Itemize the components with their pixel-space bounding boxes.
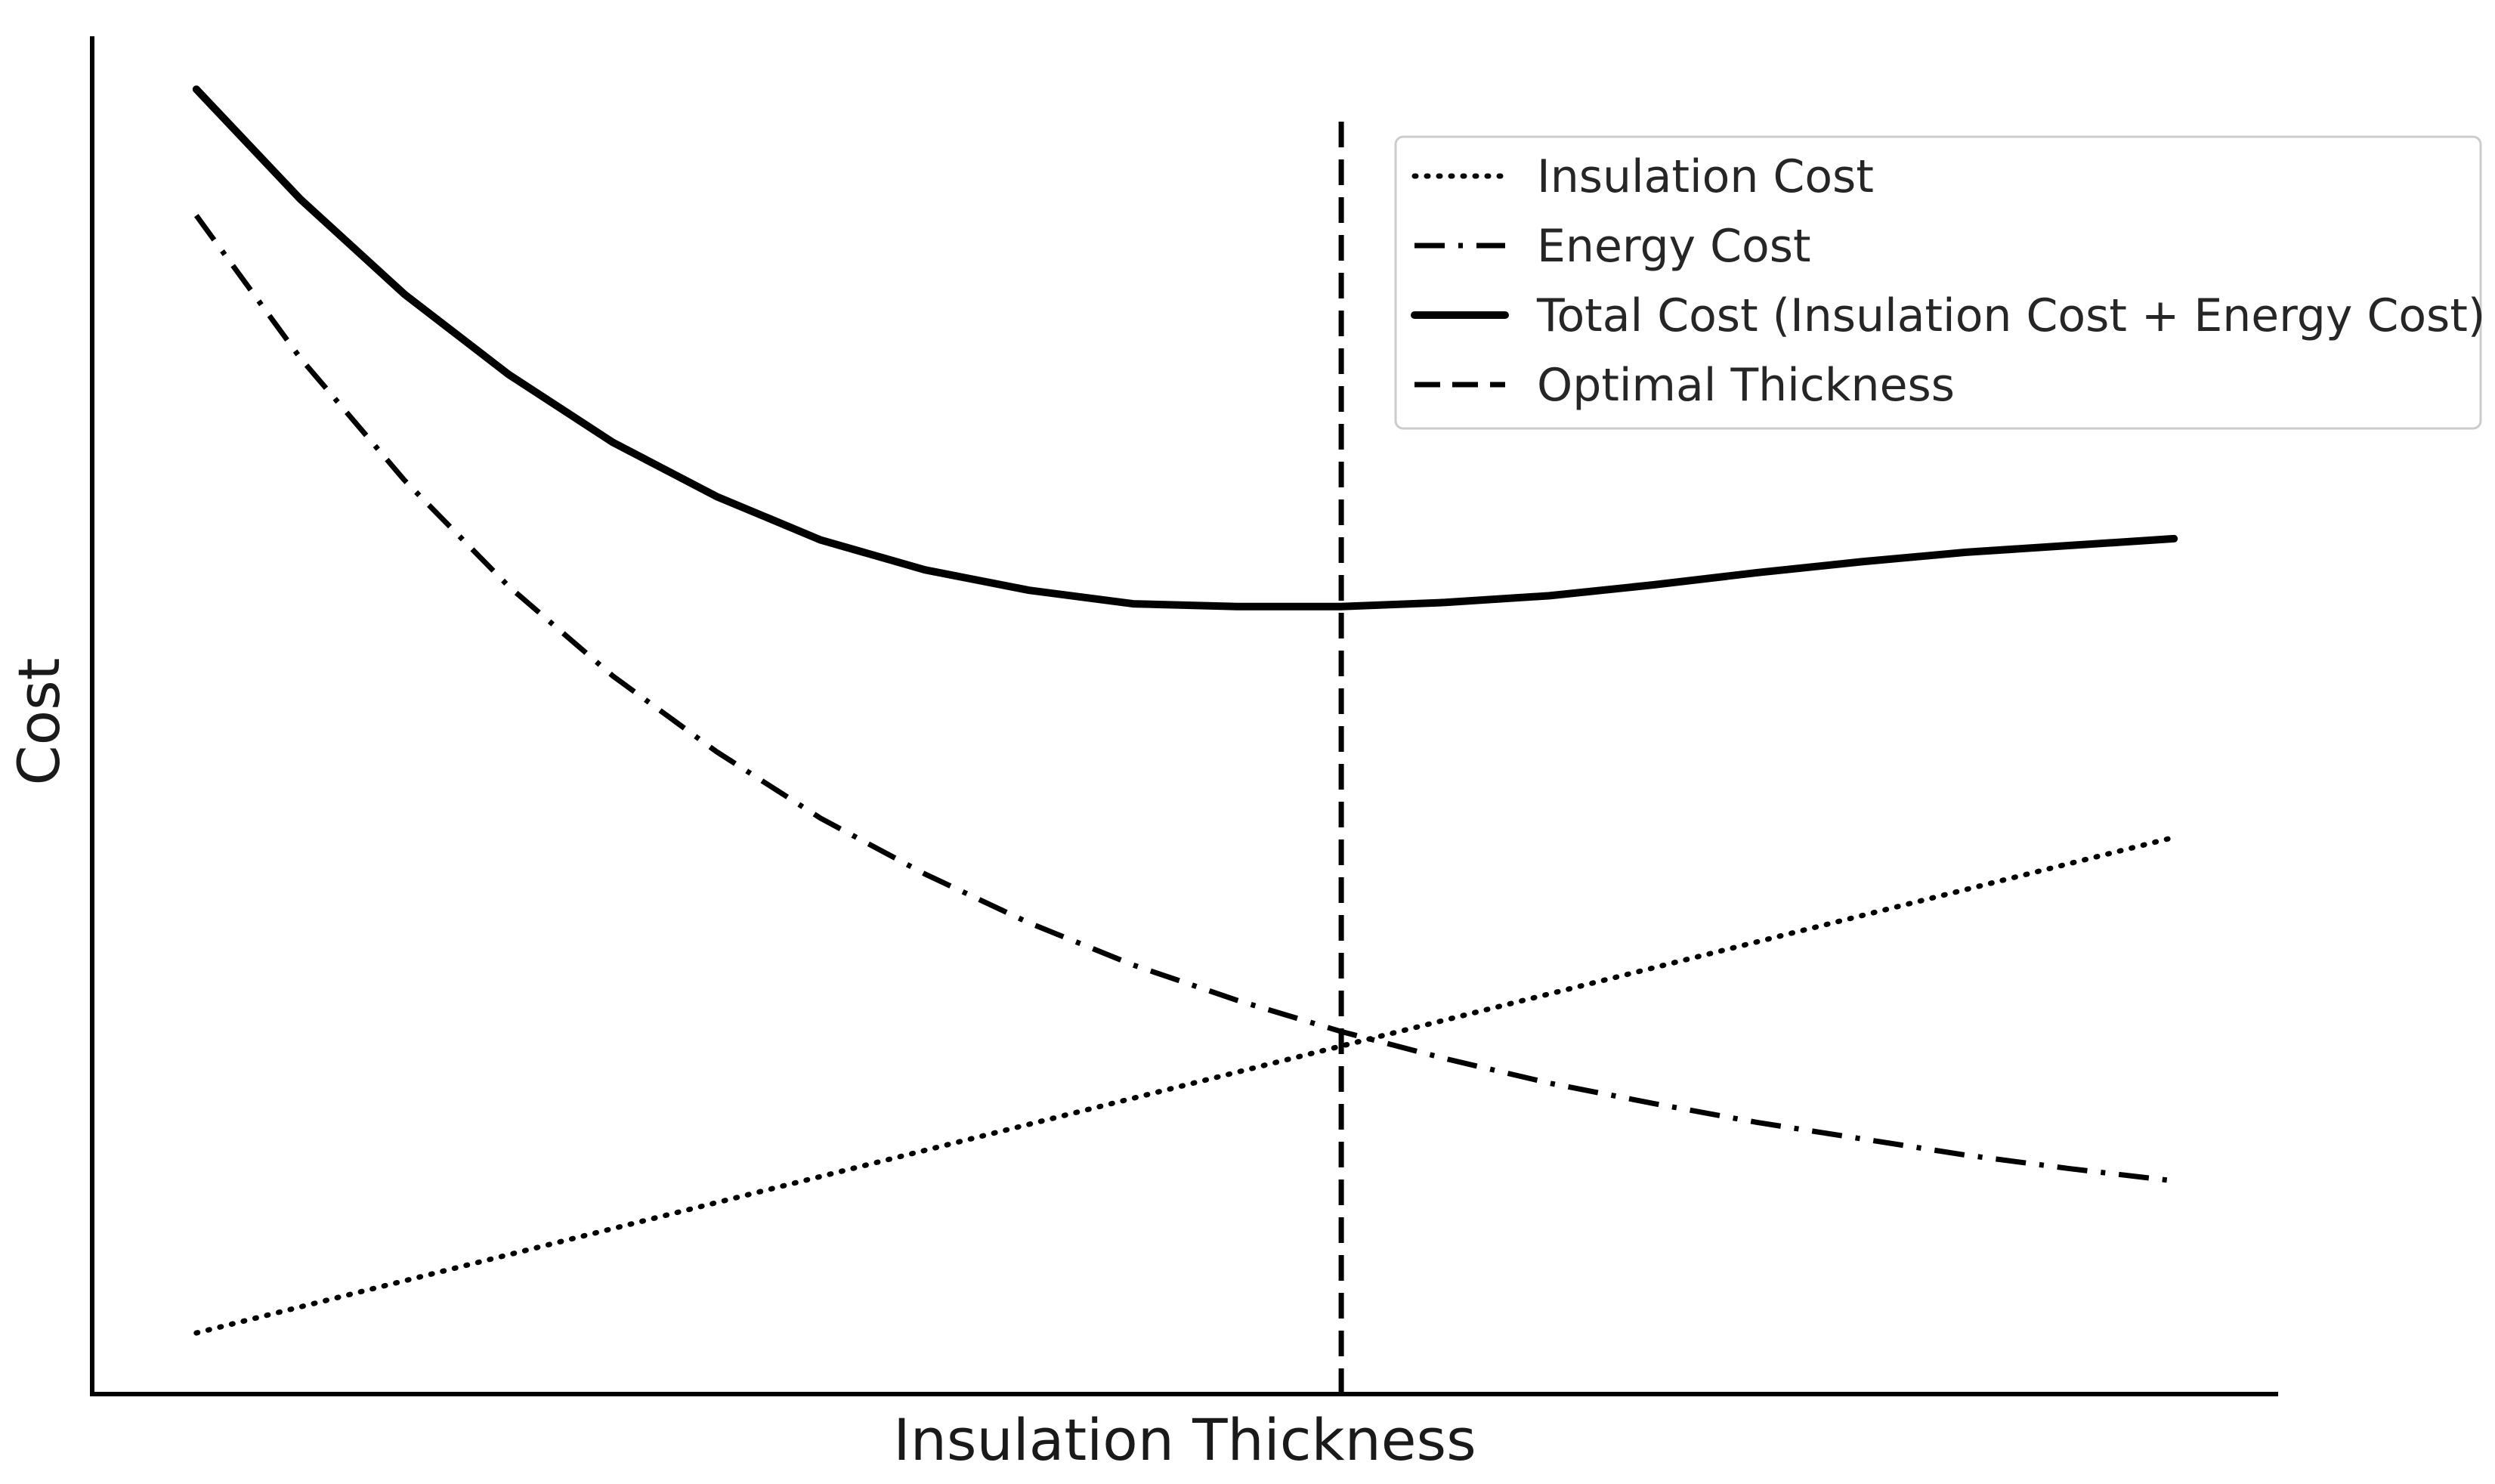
- y-axis-title: Cost: [5, 658, 73, 786]
- legend-box: [1394, 135, 2482, 430]
- series-line-insulation-cost: [193, 834, 2177, 1336]
- legend-label-energy-cost: Energy Cost: [1537, 220, 1811, 273]
- legend-label-optimal-thickness: Optimal Thickness: [1537, 359, 1955, 412]
- legend-label-insulation-cost: Insulation Cost: [1537, 150, 1874, 203]
- legend: Insulation Cost Energy Cost Total Cost (In…: [1394, 135, 2485, 430]
- x-axis-title: Insulation Thickness: [893, 1406, 1476, 1473]
- legend-label-total-cost-insulation-cost-energy-cost: Total Cost (Insulation Cost + Energy Cos…: [1536, 289, 2485, 342]
- series-line-total-cost-insulation-cost-energy-cost: [192, 85, 2178, 611]
- series-line-energy-cost: [193, 214, 2175, 1184]
- legend-items: Insulation Cost Energy Cost Total Cost (In…: [1411, 150, 2485, 412]
- plot-lines: [192, 85, 2178, 1394]
